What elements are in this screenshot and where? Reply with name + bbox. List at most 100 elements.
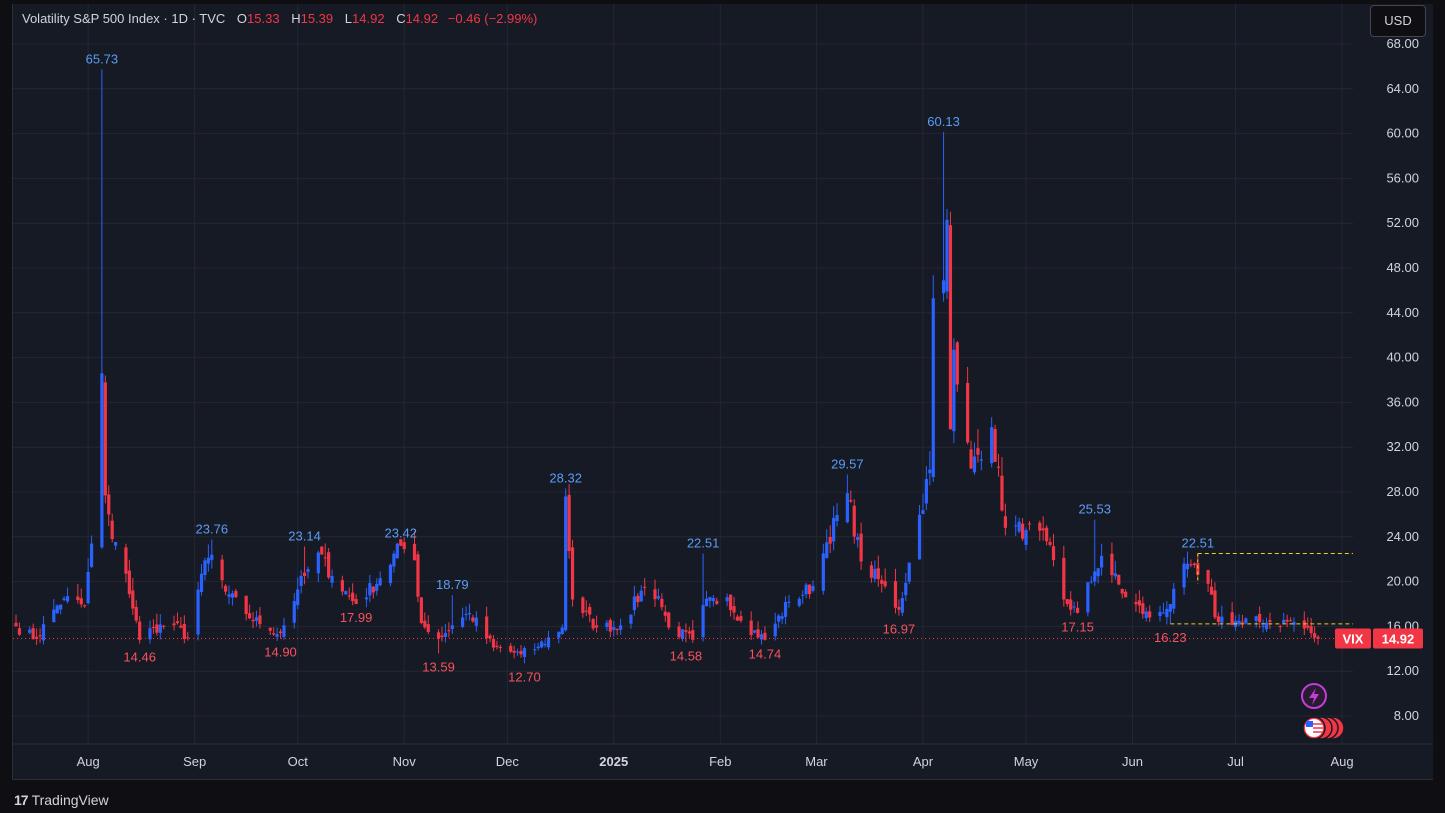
candle-body xyxy=(856,537,860,541)
candle-body xyxy=(759,634,764,640)
candle-body xyxy=(196,589,200,635)
callout-high: 22.51 xyxy=(687,535,720,550)
candle-body xyxy=(1096,568,1100,577)
candle-body xyxy=(615,628,619,630)
candle-body xyxy=(1165,608,1169,618)
candle-body xyxy=(584,610,588,612)
candle-body xyxy=(1120,588,1124,594)
candle-body xyxy=(89,543,94,567)
candle-body xyxy=(1209,586,1214,595)
open-label: O xyxy=(236,11,248,26)
callout-low: 14.90 xyxy=(264,645,297,660)
candle-body xyxy=(1196,563,1200,575)
candle-body xyxy=(495,645,499,648)
candle-body xyxy=(440,635,444,637)
candle-body xyxy=(306,569,310,572)
candle-body xyxy=(1020,523,1025,539)
candle-body xyxy=(35,636,39,639)
currency-button[interactable]: USD xyxy=(1370,5,1426,37)
candle-body xyxy=(1306,625,1310,628)
chart-widgets[interactable] xyxy=(1301,683,1345,740)
time-tick-label: 2025 xyxy=(599,754,628,769)
candle-body xyxy=(323,557,327,559)
candle-body xyxy=(701,605,705,638)
price-tick-label: 8.00 xyxy=(1394,708,1419,723)
candle-body xyxy=(979,459,983,461)
price-axis[interactable]: 8.0012.0016.0020.0024.0028.0032.0036.004… xyxy=(1386,36,1419,723)
candle-body xyxy=(1141,603,1145,614)
candle-body xyxy=(127,570,131,595)
lightning-icon[interactable] xyxy=(1301,683,1327,709)
candle-body xyxy=(1285,619,1289,622)
time-axis[interactable]: Aug Sep Oct Nov Dec 2025 Feb Mar Apr May Jun Jul Aug xyxy=(13,4,1433,769)
candle-body xyxy=(636,595,640,603)
candlestick-chart[interactable]: 65.73 14.46 23.76 14.90 23.14 17.99 23.42 13.59… xyxy=(13,4,1433,779)
candle-body xyxy=(780,616,784,619)
candle-body xyxy=(893,581,898,608)
candle-body xyxy=(179,625,183,628)
candle-body xyxy=(1158,611,1162,617)
high-value: 15.39 xyxy=(300,11,334,26)
symbol-title[interactable]: Volatility S&P 500 Index · 1D · TVC xyxy=(22,11,226,26)
candle-body xyxy=(639,590,643,602)
symbol-legend: Volatility S&P 500 Index · 1D · TVC O 15.… xyxy=(22,11,537,26)
time-tick-label: Jun xyxy=(1122,754,1143,769)
callout-high: 23.14 xyxy=(288,528,321,543)
candle-body xyxy=(138,621,142,640)
candle-body xyxy=(368,583,372,596)
candle-body xyxy=(59,604,63,610)
candle-body xyxy=(498,647,502,649)
price-tick-label: 44.00 xyxy=(1386,305,1419,320)
candle-body xyxy=(749,620,753,636)
price-tick-label: 36.00 xyxy=(1386,394,1419,409)
badge-price-bg xyxy=(1373,628,1423,649)
candle-body xyxy=(1089,581,1093,583)
candle-body xyxy=(41,624,46,641)
candle-body xyxy=(557,632,561,638)
overlays xyxy=(13,552,1353,639)
candle-body xyxy=(278,631,283,634)
candle-body xyxy=(423,620,427,628)
candle-body xyxy=(299,575,303,586)
candle-body xyxy=(275,634,279,637)
candle-body xyxy=(1264,622,1269,630)
candle-body xyxy=(223,585,228,592)
candle-body xyxy=(124,547,128,574)
candle-body xyxy=(110,520,114,540)
change-value: −0.46 (−2.99%) xyxy=(447,11,538,26)
low-label: L xyxy=(344,11,353,26)
candle-body xyxy=(883,581,887,587)
candle-body xyxy=(227,594,231,597)
candle-body xyxy=(485,616,489,639)
candle-body xyxy=(783,601,788,617)
candle-body xyxy=(148,628,152,640)
candle-body xyxy=(509,645,513,652)
candle-body xyxy=(447,630,451,632)
candle-body xyxy=(488,635,492,639)
us-flag-canton xyxy=(1306,721,1313,727)
grid-lines xyxy=(13,4,1353,744)
candle-body xyxy=(533,649,537,651)
candle-body xyxy=(254,617,259,621)
candle-body xyxy=(100,373,104,548)
candle-body xyxy=(79,598,83,605)
price-callouts: 65.73 14.46 23.76 14.90 23.14 17.99 23.42 13.59… xyxy=(86,51,1214,684)
us-flag-events-icon[interactable] xyxy=(1302,716,1345,740)
tradingview-brand[interactable]: 17 TradingView xyxy=(14,792,109,808)
candle-body xyxy=(797,598,801,606)
candle-body xyxy=(206,557,210,564)
candle-body xyxy=(594,625,599,628)
candle-body xyxy=(1075,607,1080,613)
candle-body xyxy=(581,597,585,613)
candle-body xyxy=(86,571,90,604)
candle-body xyxy=(467,612,472,615)
candle-body xyxy=(966,382,970,443)
candle-body xyxy=(1182,563,1186,588)
candle-body xyxy=(1220,616,1224,623)
candle-body xyxy=(364,597,369,600)
candle-body xyxy=(1192,563,1196,566)
time-tick-label: Aug xyxy=(1331,754,1354,769)
candle-body xyxy=(182,623,186,640)
candle-body xyxy=(1237,620,1241,625)
chart-panel[interactable]: 65.73 14.46 23.76 14.90 23.14 17.99 23.42 13.59… xyxy=(12,4,1433,780)
